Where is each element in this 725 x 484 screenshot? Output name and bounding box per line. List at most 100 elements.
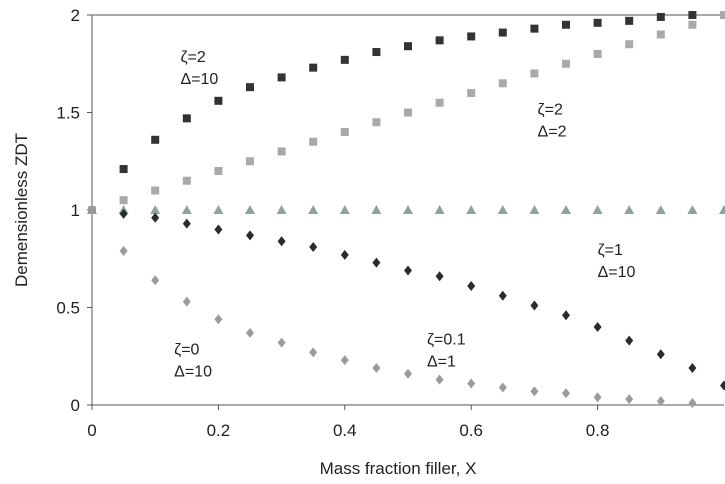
point-s4 <box>277 236 286 247</box>
series-s5 <box>88 205 697 409</box>
point-s4 <box>404 265 412 276</box>
point-s3 <box>339 205 350 214</box>
point-s4 <box>435 271 444 282</box>
point-s1 <box>246 83 254 92</box>
annotation-a2: Δ=2 <box>538 123 567 140</box>
point-s5 <box>246 327 254 338</box>
point-s5 <box>498 382 507 393</box>
point-s2 <box>688 20 697 29</box>
point-s5 <box>151 275 160 286</box>
point-s3 <box>719 205 725 214</box>
point-s5 <box>119 245 128 256</box>
y-axis-title: Demensionless ZDT <box>12 133 31 287</box>
y-tick-label: 2 <box>71 6 80 25</box>
point-s2 <box>182 176 191 185</box>
point-s3 <box>403 205 413 214</box>
point-s2 <box>467 89 476 97</box>
point-s3 <box>655 205 666 214</box>
point-s5 <box>340 355 349 366</box>
data-points <box>87 11 725 409</box>
annotation-a3: ζ=1 <box>598 242 623 259</box>
x-tick-label: 0.8 <box>586 421 610 440</box>
point-s2 <box>404 108 412 117</box>
tick-labels: 0 0.5 1 1.5 2 0 0.2 0.4 0.6 0.8 <box>56 6 609 440</box>
point-s4 <box>625 335 634 346</box>
point-s5 <box>214 314 223 325</box>
annotation-a1: ζ=2 <box>180 49 205 66</box>
point-s1 <box>467 32 476 41</box>
y-tick-label: 0.5 <box>56 299 80 318</box>
annotation-a4: ζ=0.1 <box>427 332 466 349</box>
point-s1 <box>656 12 665 21</box>
point-s4 <box>688 362 697 373</box>
y-tick-label: 0 <box>71 396 80 415</box>
y-tick-label: 1.5 <box>56 104 80 123</box>
point-s5 <box>467 378 476 389</box>
point-s2 <box>435 98 444 107</box>
point-s4 <box>720 380 725 391</box>
annotations: ζ=2 Δ=10 ζ=2 Δ=2 ζ=1 Δ=10 ζ=0.1 Δ=1 ζ=0 Δ=10 <box>174 49 635 380</box>
point-s3 <box>466 205 477 214</box>
point-s3 <box>497 205 508 214</box>
point-s5 <box>688 398 697 409</box>
point-s1 <box>688 11 697 19</box>
point-s5 <box>625 394 634 405</box>
point-s5 <box>562 388 570 399</box>
point-s2 <box>277 147 286 156</box>
point-s5 <box>593 392 602 403</box>
point-s2 <box>340 128 349 136</box>
point-s1 <box>309 63 318 72</box>
x-tick-label: 0 <box>87 421 96 440</box>
point-s4 <box>467 281 476 292</box>
point-s3 <box>245 205 255 214</box>
y-tick-label: 1 <box>71 201 80 220</box>
point-s4 <box>309 242 318 253</box>
point-s2 <box>246 157 254 166</box>
x-tick-label: 0.2 <box>207 421 231 440</box>
point-s2 <box>309 137 318 146</box>
annotation-a5: Δ=10 <box>174 363 212 380</box>
point-s4 <box>498 290 507 301</box>
point-s5 <box>372 362 381 373</box>
point-s1 <box>530 24 539 33</box>
annotation-a4: Δ=1 <box>427 354 456 371</box>
point-s4 <box>562 310 570 321</box>
point-s1 <box>435 36 444 45</box>
point-s1 <box>498 28 507 37</box>
point-s1 <box>372 48 381 57</box>
point-s3 <box>213 205 224 214</box>
x-tick-label: 0.6 <box>459 421 483 440</box>
point-s3 <box>624 205 635 214</box>
point-s2 <box>562 59 570 68</box>
point-s1 <box>593 18 602 27</box>
point-s2 <box>372 118 381 127</box>
point-s5 <box>182 296 191 307</box>
point-s4 <box>214 224 223 235</box>
point-s2 <box>625 40 634 49</box>
point-s5 <box>88 205 96 215</box>
point-s4 <box>340 249 349 260</box>
x-axis-title: Mass fraction filler, X <box>320 459 477 478</box>
point-s1 <box>277 73 286 82</box>
point-s3 <box>371 205 382 214</box>
point-s2 <box>530 69 539 78</box>
point-s3 <box>561 205 571 214</box>
point-s2 <box>656 30 665 39</box>
x-tick-label: 0.4 <box>333 421 357 440</box>
annotation-a2: ζ=2 <box>538 101 563 118</box>
point-s3 <box>181 205 192 214</box>
point-s5 <box>277 337 286 348</box>
point-s4 <box>530 300 539 311</box>
series-s3 <box>87 205 725 214</box>
point-s3 <box>592 205 603 214</box>
point-s2 <box>119 196 128 205</box>
point-s5 <box>309 347 318 358</box>
point-s4 <box>593 322 602 332</box>
point-s3 <box>529 205 540 214</box>
point-s2 <box>593 50 602 58</box>
series-s2 <box>88 11 725 214</box>
series-s4 <box>88 205 725 391</box>
point-s1 <box>340 55 349 64</box>
point-s1 <box>625 16 634 25</box>
